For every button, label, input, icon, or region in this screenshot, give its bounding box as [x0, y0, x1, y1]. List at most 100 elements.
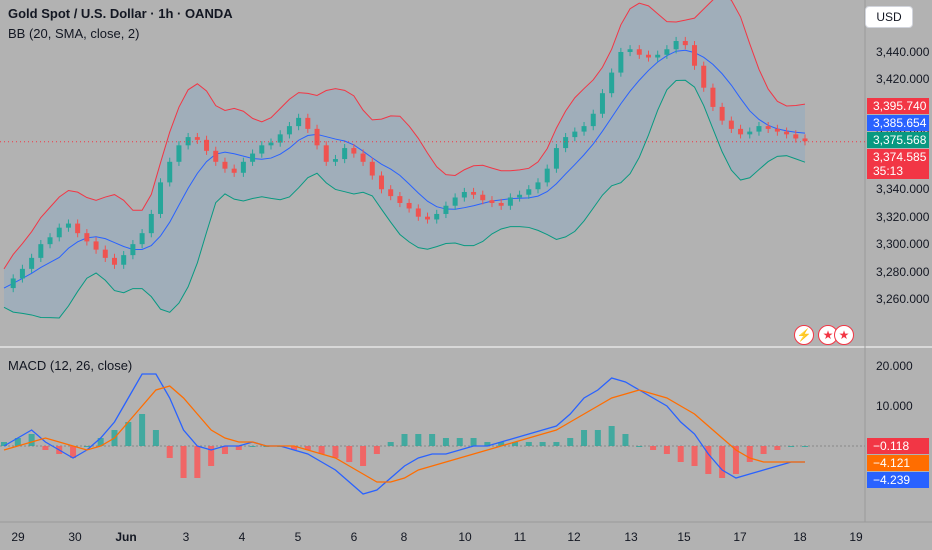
candle [158, 182, 164, 214]
candle [517, 194, 523, 198]
candle [10, 278, 16, 289]
time-tick-label: 11 [513, 530, 527, 544]
candle [553, 148, 559, 169]
macd-line [3, 373, 805, 495]
candle [378, 175, 384, 190]
macd-histogram-bar [746, 446, 753, 462]
candle [351, 148, 357, 154]
macd-histogram-bar [208, 446, 215, 466]
candle [84, 233, 90, 242]
candle [277, 134, 283, 143]
macd-histogram-bar [470, 438, 477, 446]
candle [645, 54, 651, 58]
macd-histogram-bar [567, 438, 574, 446]
time-tick-label: 6 [350, 530, 358, 544]
candle [121, 255, 127, 265]
bollinger-bands-label[interactable]: BB (20, SMA, close, 2) [8, 26, 140, 41]
candle [47, 237, 53, 245]
candle [692, 45, 698, 66]
macd-histogram-bar [304, 446, 311, 450]
macd-histogram-bar [373, 446, 380, 454]
candle [332, 159, 338, 162]
signal-line [3, 385, 805, 483]
candle [710, 87, 716, 107]
macd-histogram-bar [180, 446, 187, 478]
bb-basis-line [3, 49, 806, 289]
candle [728, 120, 734, 129]
macd-histogram-bar [14, 438, 21, 446]
time-tick-label: 18 [793, 530, 807, 544]
price-tick-label: 3,340.000 [876, 182, 930, 197]
candle [664, 49, 670, 55]
candle [461, 191, 467, 198]
time-tick-label: 13 [624, 530, 638, 544]
candle [590, 113, 596, 127]
candle [498, 202, 504, 206]
macd-histogram-bar [442, 438, 449, 446]
macd-label[interactable]: MACD (12, 26, close) [8, 358, 133, 373]
candle [360, 153, 366, 162]
macd-histogram-bar [401, 434, 408, 446]
price-tick-label: 3,280.000 [876, 264, 930, 279]
candle [148, 213, 154, 234]
time-tick-label: 29 [11, 530, 25, 544]
macd-histogram-bar [152, 430, 159, 446]
candle [480, 194, 486, 201]
candle [738, 128, 744, 135]
countdown-timer: 35:13 [873, 164, 904, 178]
macd-histogram-bar [802, 446, 808, 447]
candle [756, 126, 762, 132]
symbol-title[interactable]: Gold Spot / U.S. Dollar · 1h · OANDA [8, 6, 233, 21]
last-price-badge: 3,374.585 35:13 [867, 149, 929, 179]
macd-histogram-bar [387, 442, 394, 446]
macd-histogram-bar [415, 434, 422, 446]
candle [102, 249, 108, 258]
macd-histogram-bar [332, 446, 339, 458]
candle [618, 52, 624, 73]
bb-upper-line [3, 0, 806, 270]
macd-histogram-bar [511, 442, 518, 446]
macd-histogram-bar [235, 446, 242, 450]
candle [747, 131, 753, 135]
candle [250, 153, 256, 162]
candle [222, 161, 228, 169]
macd-histogram-bar [594, 430, 601, 446]
macd-histogram-bar [83, 446, 90, 447]
us-flag-icon[interactable]: ★ [834, 325, 854, 345]
macd-histogram-bar [360, 446, 367, 466]
candle [56, 227, 62, 238]
candle [305, 117, 311, 129]
candle [535, 182, 541, 190]
candle [176, 145, 182, 162]
time-tick-label: 19 [849, 530, 863, 544]
macd-histogram-bar [622, 434, 629, 446]
candle [342, 148, 348, 160]
lightning-icon[interactable]: ⚡ [794, 325, 814, 345]
candle [609, 72, 615, 94]
candle [544, 168, 550, 183]
candle [139, 233, 145, 245]
macd-histogram-bar [774, 446, 781, 450]
candle [655, 54, 661, 58]
time-tick-label: 12 [567, 530, 581, 544]
price-tick-label: 3,440.000 [876, 45, 930, 59]
candle [204, 139, 210, 151]
macd-histogram-bar [498, 442, 505, 446]
macd-histogram-bar [125, 422, 132, 446]
macd-line-badge: −4.239 [867, 472, 929, 488]
time-tick-label: 4 [238, 530, 246, 544]
macd-histogram-bar [221, 446, 228, 454]
macd-histogram-bar [70, 446, 77, 458]
candle [406, 202, 412, 209]
macd-histogram-bar [42, 446, 49, 450]
macd-histogram-bar [705, 446, 712, 474]
price-tick-label: 3,260.000 [876, 292, 930, 307]
macd-histogram-bar [760, 446, 767, 454]
candle [802, 138, 808, 142]
candle [213, 150, 219, 162]
macd-histogram-bar [484, 442, 491, 446]
currency-button[interactable]: USD [865, 6, 913, 28]
candle [471, 191, 477, 195]
candle [231, 168, 237, 173]
